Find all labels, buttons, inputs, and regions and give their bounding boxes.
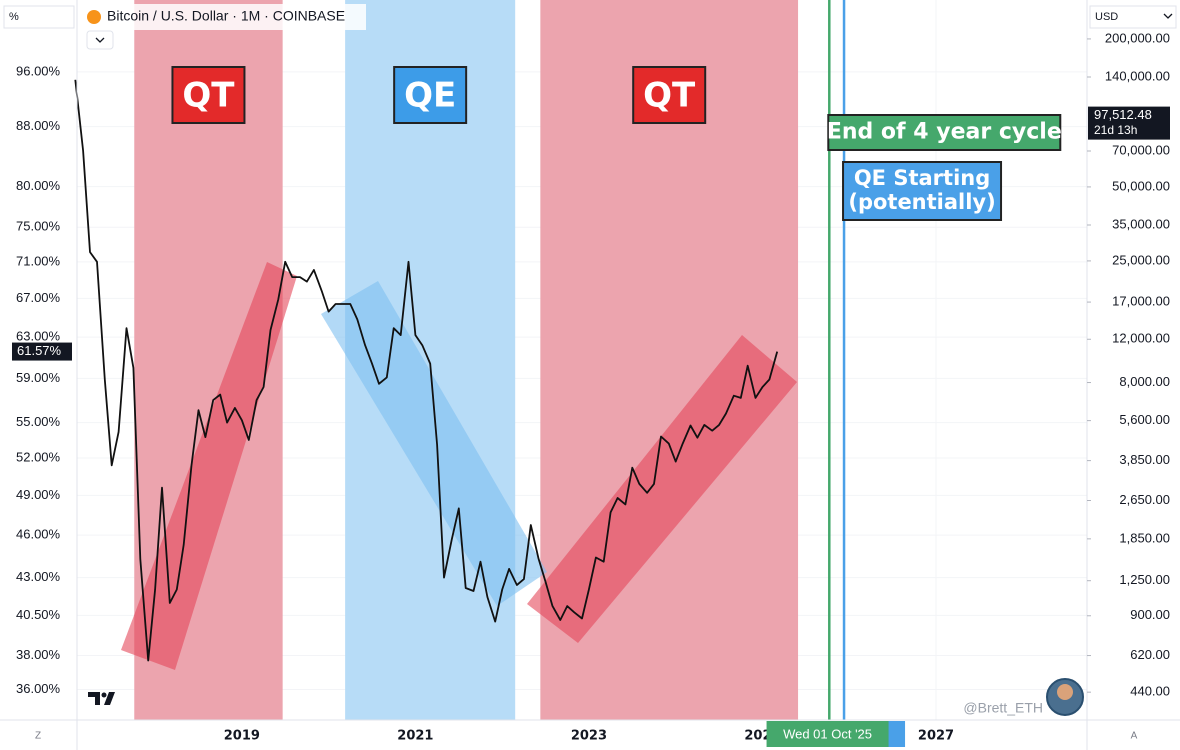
- y2-tick-label: 200,000.00: [1105, 30, 1170, 45]
- y-tick-label: 88.00%: [16, 118, 61, 133]
- symbol-bg: [82, 4, 366, 30]
- band-label-box: [393, 66, 468, 124]
- y2-tick-label: 50,000.00: [1112, 178, 1170, 193]
- right-unit: USD: [1095, 11, 1118, 23]
- series: [74, 79, 779, 662]
- y2-tick-label: 1,250.00: [1119, 572, 1170, 587]
- cycle-label-box: [842, 161, 1003, 221]
- timezone-button[interactable]: Z: [35, 731, 41, 742]
- y2-tick-label: 440.00: [1130, 684, 1170, 699]
- axes: 96.00% 88.00% 80.00% 75.00% 71.00% 67.00% 63.0…: [12, 30, 1170, 747]
- y2-tick-label: 25,000.00: [1112, 252, 1170, 267]
- y2-tick-label: 140,000.00: [1105, 68, 1170, 83]
- band-label: QE: [404, 76, 456, 116]
- trend-channel: [121, 262, 297, 670]
- cycle-label-box: [827, 114, 1062, 151]
- x-tick-label: 2027: [918, 729, 954, 744]
- symbol-title: Bitcoin / U.S. Dollar · 1M · COINBASE: [107, 8, 345, 24]
- y-tick-label: 38.00%: [16, 647, 61, 662]
- y-tick-label: 40.50%: [16, 607, 61, 622]
- y2-tick-label: 900.00: [1130, 607, 1170, 622]
- y-tick-label: 43.00%: [16, 569, 61, 584]
- vertical-lines: [828, 0, 846, 720]
- auto-scale-button[interactable]: A: [1131, 731, 1138, 742]
- x-tick-label: 2023: [571, 729, 607, 744]
- y2-tick-label: 35,000.00: [1112, 216, 1170, 231]
- y2-tick-label: 1,850.00: [1119, 530, 1170, 545]
- annotations: QT QE QT End of 4 year cycle QE Starting(pot…: [171, 66, 1062, 221]
- cycle-label: QE Starting: [854, 166, 990, 190]
- watermark: @Brett_ETH: [963, 700, 1043, 716]
- tv-logo: [88, 692, 115, 705]
- collapse-chevron: [95, 37, 105, 43]
- y2-tick-label: 70,000.00: [1112, 142, 1170, 157]
- y-tick-label: 36.00%: [16, 681, 61, 696]
- band-label-box: [632, 66, 707, 124]
- x-tick-label: 2019: [224, 729, 260, 744]
- avatar-face: [1057, 684, 1073, 700]
- y-tick-label: 59.00%: [16, 370, 61, 385]
- dominance-line: [74, 79, 779, 662]
- collapse-button[interactable]: [86, 30, 114, 50]
- band-label: QT: [182, 76, 235, 116]
- y-tick-label: 52.00%: [16, 449, 61, 464]
- last-value-label: 61.57%: [17, 343, 62, 358]
- left-unit-box[interactable]: [3, 5, 75, 29]
- y-tick-label: 71.00%: [16, 253, 61, 268]
- price-box: [1088, 106, 1170, 140]
- y-tick-label: 49.00%: [16, 487, 61, 502]
- y-tick-label: 75.00%: [16, 219, 61, 234]
- x-tick-label: 2021: [397, 729, 433, 744]
- cycle-label: End of 4 year cycle: [827, 120, 1062, 145]
- last-value-box: [12, 342, 72, 361]
- y-tick-label: 80.00%: [16, 178, 61, 193]
- y2-tick-label: 3,850.00: [1119, 452, 1170, 467]
- band-label-box: [171, 66, 246, 124]
- y2-tick-label: 17,000.00: [1112, 294, 1170, 309]
- price-label: 97,512.48: [1094, 107, 1152, 122]
- crosshair-label: Wed 01 Oct '25: [783, 726, 872, 741]
- y-tick-label: 67.00%: [16, 290, 61, 305]
- crosshair-box: [766, 721, 889, 747]
- y2-tick-label: 620.00: [1130, 647, 1170, 662]
- trend-channel: [321, 281, 547, 606]
- y-tick-label: 46.00%: [16, 527, 61, 542]
- y-tick-label: 55.00%: [16, 414, 61, 429]
- y2-tick-label: 2,650.00: [1119, 492, 1170, 507]
- y-tick-label: 96.00%: [16, 63, 61, 78]
- logo-shape: [88, 692, 115, 705]
- logo-dot: [101, 692, 107, 698]
- left-unit: %: [9, 11, 19, 23]
- cycle-label: (potentially): [848, 190, 995, 214]
- y2-tick-label: 8,000.00: [1119, 374, 1170, 389]
- right-unit-box[interactable]: [1089, 5, 1177, 29]
- bitcoin-icon: [87, 10, 101, 24]
- price-countdown: 21d 13h: [1094, 123, 1137, 137]
- y2-tick-label: 5,600.00: [1119, 412, 1170, 427]
- band-label: QT: [643, 76, 696, 116]
- unit-chevron: [1163, 13, 1173, 19]
- y2-tick-label: 12,000.00: [1112, 331, 1170, 346]
- y-tick-label: 63.00%: [16, 329, 61, 344]
